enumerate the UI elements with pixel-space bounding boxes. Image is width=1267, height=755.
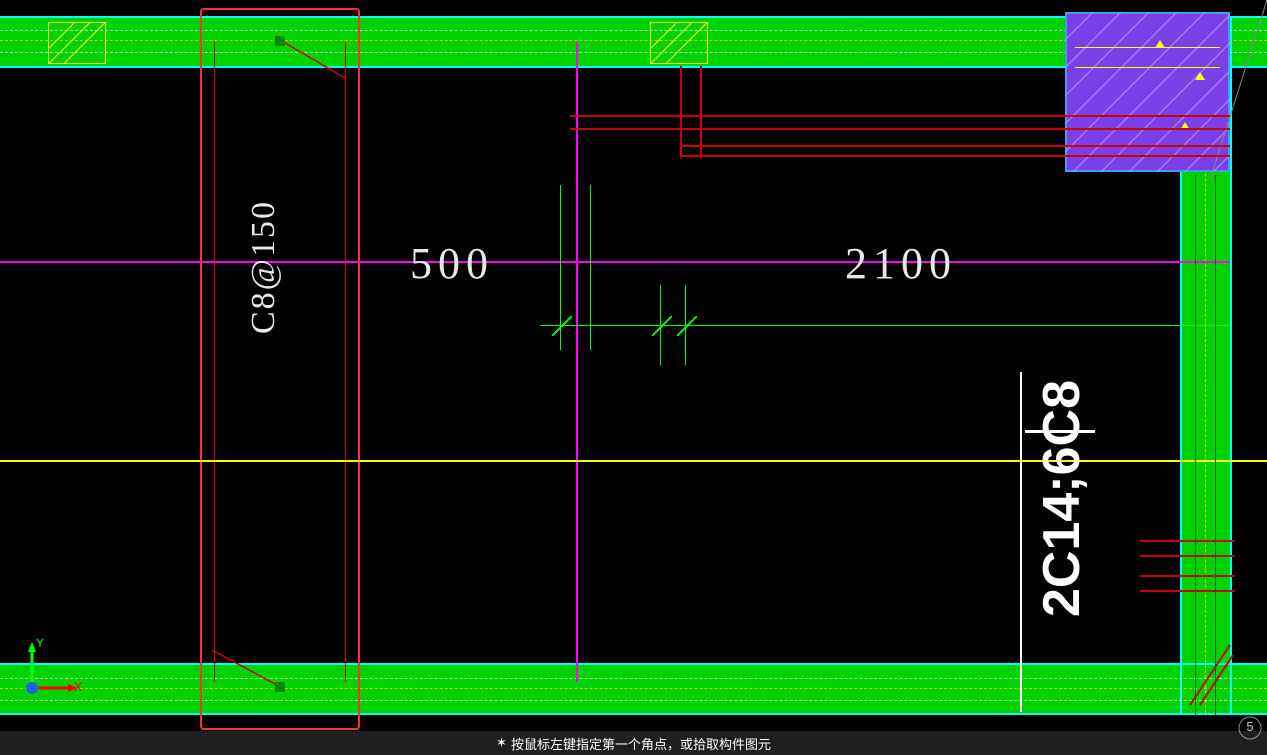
selection-rectangle[interactable] [200, 8, 360, 730]
wall-bottom[interactable] [0, 665, 1267, 713]
hatch-opening[interactable] [48, 22, 106, 64]
dim-tick [552, 316, 572, 336]
dimension-line[interactable] [540, 325, 1230, 326]
rebar-hook [212, 650, 282, 688]
label-leader [1020, 372, 1022, 712]
ucs-x-label: X [74, 680, 82, 694]
grip-handle[interactable] [275, 682, 285, 692]
rebar-hook [280, 40, 350, 80]
extension-line [590, 185, 591, 350]
rebar-line[interactable] [570, 115, 1230, 117]
rebar-line[interactable] [570, 128, 1230, 130]
cursor-prompt-icon: ✶ [496, 735, 507, 751]
wall-edge [0, 663, 1267, 665]
rebar-line[interactable] [680, 145, 1230, 147]
aux-line [1215, 175, 1216, 715]
dimension-text-500[interactable]: 500 [410, 238, 494, 289]
wall-dash [0, 700, 1267, 701]
hatch-opening[interactable] [650, 22, 708, 64]
status-bar: ✶ 按鼠标左键指定第一个角点，或拾取构件图元 [0, 731, 1267, 755]
grip-handle[interactable] [275, 36, 285, 46]
dimension-text-2100[interactable]: 2100 [845, 238, 957, 289]
selected-rebar[interactable] [214, 42, 215, 682]
dim-tick [677, 316, 697, 336]
wall-centerline [0, 688, 1267, 689]
rebar-line[interactable] [1140, 575, 1235, 577]
cad-viewport[interactable]: 500 2100 C8@150 2C14;6C8 Y X 5 [0, 0, 1267, 755]
status-text: 按鼠标左键指定第一个角点，或拾取构件图元 [511, 734, 771, 753]
selected-rebar[interactable] [345, 42, 346, 682]
aux-line [1195, 175, 1196, 715]
grid-line-v[interactable] [576, 42, 578, 682]
rebar-line[interactable] [1140, 590, 1235, 592]
dim-tick [652, 316, 672, 336]
wall-edge [0, 713, 1267, 715]
wall-dash [0, 678, 1267, 679]
ucs-icon[interactable]: Y X [20, 640, 80, 700]
diag-line [1200, 0, 1267, 180]
dimension-line-h[interactable] [0, 261, 1230, 263]
rebar-label-text[interactable]: 2C14;6C8 [1032, 380, 1092, 617]
rebar-hook [1185, 640, 1235, 710]
ucs-y-label: Y [36, 636, 44, 650]
rebar-line[interactable] [1140, 555, 1235, 557]
rebar-line[interactable] [1140, 540, 1235, 542]
rebar-line[interactable] [680, 155, 1230, 157]
rebar-spec-text[interactable]: C8@150 [245, 200, 283, 334]
